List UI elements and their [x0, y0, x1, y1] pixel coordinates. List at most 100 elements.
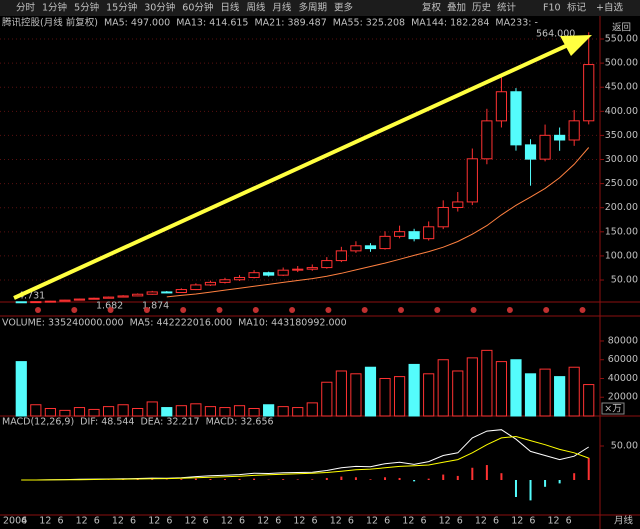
volume-bar	[393, 376, 406, 417]
x-tick-label: 6	[420, 516, 426, 527]
event-marker	[289, 307, 296, 313]
x-tick-label: 6	[57, 516, 63, 527]
volume-bar	[452, 370, 464, 417]
panel-title: VOLUME: 335240000.000	[2, 318, 124, 329]
volume-bar	[248, 407, 260, 417]
candle-body	[175, 289, 187, 294]
x-tick-label: 12	[185, 516, 197, 527]
x-tick-label: 12	[39, 516, 51, 527]
toolbar-tab[interactable]: 分时	[16, 2, 36, 14]
y-tick-label: 20000	[608, 392, 638, 403]
x-tick-label: 12	[257, 516, 269, 527]
legend-entry: MA21: 389.487	[254, 18, 326, 29]
toolbar-tab[interactable]: 周线	[246, 2, 266, 14]
y-tick-label: 450.00	[605, 82, 638, 93]
toolbar-tab[interactable]: 多周期	[298, 2, 327, 14]
volume-bar	[510, 359, 522, 417]
y-tick-label: 350.00	[605, 130, 638, 141]
x-tick-label: 12	[511, 516, 523, 527]
y-tick-label: 100.00	[605, 250, 638, 261]
x-tick-label: 12	[293, 516, 305, 527]
x-tick-label: 6	[312, 516, 318, 527]
candle-body	[452, 201, 464, 208]
candle-body	[44, 300, 56, 303]
candle-body	[423, 226, 435, 240]
x-tick-label: 12	[221, 516, 233, 527]
x-tick-label: 6	[348, 516, 354, 527]
candle-body	[233, 276, 246, 281]
volume-bar	[44, 407, 56, 417]
candle-body	[263, 272, 275, 276]
volume-bar	[583, 384, 595, 417]
volume-bar	[161, 407, 173, 417]
toolbar-button[interactable]: +自选	[596, 2, 623, 14]
candle-body	[364, 245, 377, 250]
toolbar-tab[interactable]: 日线	[220, 2, 240, 14]
volume-bar	[306, 402, 318, 417]
event-marker	[252, 307, 259, 313]
toolbar-button[interactable]: 返回	[612, 22, 631, 34]
x-tick-label: 6	[130, 516, 136, 527]
volume-bar	[335, 370, 347, 417]
toolbar-tab[interactable]: 5分钟	[74, 2, 99, 14]
price-annotation: 564.000	[536, 29, 575, 40]
macd-line	[21, 435, 589, 481]
candle-body	[466, 158, 478, 203]
x-tick-label: 2004	[3, 516, 27, 527]
candle-body	[306, 267, 318, 270]
x-tick-label: 12	[76, 516, 88, 527]
candle-body	[554, 134, 566, 141]
event-marker	[35, 307, 41, 313]
legend-entry: DIF: 48.544	[80, 417, 134, 428]
toolbar-button[interactable]: F10	[543, 3, 561, 14]
candle-body	[59, 299, 71, 302]
legend-entry: MA5: 497.000	[104, 18, 170, 29]
x-tick-label: 6	[566, 516, 572, 527]
toolbar-tab[interactable]: 15分钟	[106, 2, 137, 14]
volume-bar	[481, 349, 493, 417]
x-tick-label: 6	[457, 516, 463, 527]
x-tick-label: 6	[275, 516, 281, 527]
event-marker	[325, 307, 332, 313]
toolbar-button[interactable]: 叠加	[447, 3, 466, 14]
candle-body	[117, 295, 129, 298]
y-tick-label: 50.00	[611, 441, 638, 452]
toolbar-tab[interactable]: 月线	[272, 2, 292, 14]
trend-arrow	[13, 35, 592, 300]
toolbar-tab[interactable]: 更多	[334, 2, 353, 14]
candle-body	[393, 231, 406, 237]
toolbar-button[interactable]: 统计	[497, 2, 517, 14]
candle-body	[524, 144, 537, 160]
legend-entry: MA13: 414.615	[176, 18, 248, 29]
volume-bar	[554, 376, 566, 417]
candle-body	[379, 235, 391, 250]
volume-bar	[292, 407, 304, 417]
event-marker	[71, 307, 78, 313]
volume-bar	[277, 406, 289, 417]
toolbar-tab[interactable]: 60分钟	[182, 2, 213, 14]
candle-body	[161, 291, 173, 294]
toolbar-button[interactable]: 历史	[472, 2, 492, 14]
toolbar-tab[interactable]: 1分钟	[42, 2, 67, 14]
toolbar	[0, 0, 640, 16]
legend-entry: MA5: 442222016.000	[130, 318, 233, 329]
panel-title: 腾讯控股(月线 前复权)	[2, 17, 98, 29]
x-tick-label: 6	[239, 516, 245, 527]
unit-label: ×万	[604, 404, 621, 415]
volume-bar	[117, 404, 129, 417]
price-annotation: 1.682	[96, 301, 123, 312]
volume-bar	[321, 381, 333, 417]
candle-body	[437, 206, 449, 228]
x-tick-label: 12	[112, 516, 124, 527]
toolbar-button[interactable]: 标记	[567, 2, 587, 14]
candle-body	[583, 64, 595, 122]
volume-bar	[408, 363, 420, 417]
toolbar-button[interactable]: 复权	[422, 2, 442, 14]
y-tick-label: 40000	[608, 373, 638, 384]
y-tick-label: 250.00	[605, 178, 638, 189]
toolbar-tab[interactable]: 30分钟	[144, 2, 175, 14]
candle-body	[88, 297, 100, 300]
y-tick-label: 80000	[608, 335, 638, 346]
